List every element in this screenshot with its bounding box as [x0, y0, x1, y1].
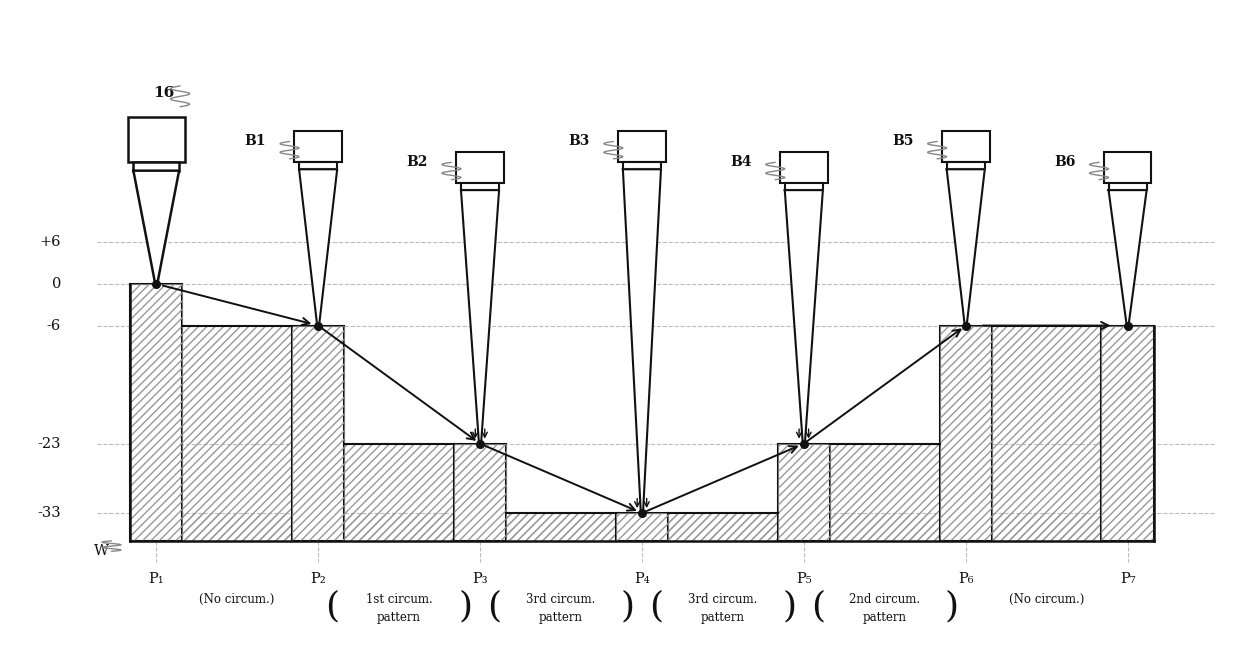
Bar	[291, 326, 345, 541]
Bar	[130, 284, 182, 541]
Text: +6: +6	[40, 235, 61, 249]
Bar	[1101, 326, 1153, 541]
Polygon shape	[134, 171, 179, 282]
Text: 0: 0	[52, 277, 61, 291]
Text: P₂: P₂	[310, 572, 326, 586]
Bar	[780, 152, 827, 183]
Text: P₇: P₇	[1120, 572, 1136, 586]
Text: B1: B1	[244, 134, 265, 148]
Bar	[1104, 152, 1152, 183]
Text: (No circum.): (No circum.)	[1009, 593, 1084, 606]
Text: ): )	[782, 589, 796, 624]
Bar	[130, 513, 1153, 541]
Bar	[777, 444, 830, 541]
Text: -6: -6	[47, 319, 61, 332]
Bar	[456, 152, 503, 183]
Text: B3: B3	[568, 134, 589, 148]
Bar	[777, 444, 830, 541]
Bar	[622, 162, 661, 170]
Bar	[294, 131, 342, 162]
Text: -33: -33	[37, 506, 61, 520]
Bar	[785, 183, 823, 190]
Bar	[942, 131, 990, 162]
Text: P₃: P₃	[472, 572, 487, 586]
Polygon shape	[622, 170, 661, 511]
Bar	[1109, 183, 1147, 190]
Bar	[616, 513, 668, 541]
Bar	[1101, 326, 1153, 541]
Text: P₁: P₁	[149, 572, 164, 586]
Text: (: (	[650, 589, 663, 624]
Bar	[830, 444, 940, 541]
Text: P₄: P₄	[634, 572, 650, 586]
Text: 1st circum.
pattern: 1st circum. pattern	[366, 593, 433, 624]
Text: P₅: P₅	[796, 572, 812, 586]
Bar	[182, 326, 291, 541]
Text: B2: B2	[407, 156, 428, 170]
Text: ): )	[459, 589, 472, 624]
Bar	[940, 326, 992, 541]
Bar	[454, 444, 506, 541]
Text: (: (	[487, 589, 501, 624]
Polygon shape	[461, 190, 498, 442]
Polygon shape	[785, 190, 823, 442]
Bar	[461, 183, 498, 190]
Polygon shape	[1109, 190, 1147, 323]
Text: 16: 16	[154, 86, 175, 100]
Text: (No circum.): (No circum.)	[200, 593, 275, 606]
Text: B5: B5	[892, 134, 914, 148]
Text: P₆: P₆	[959, 572, 973, 586]
Text: 3rd circum.
pattern: 3rd circum. pattern	[526, 593, 595, 624]
Bar	[616, 513, 668, 541]
Bar	[946, 162, 985, 170]
Polygon shape	[299, 170, 337, 323]
Bar	[940, 326, 992, 541]
Bar	[299, 162, 337, 170]
Text: -23: -23	[37, 437, 61, 451]
Text: B4: B4	[730, 156, 751, 170]
Text: ): )	[945, 589, 959, 624]
Bar	[618, 131, 666, 162]
Bar	[134, 162, 179, 171]
Polygon shape	[946, 170, 985, 323]
Text: ): )	[620, 589, 635, 624]
Text: 2nd circum.
pattern: 2nd circum. pattern	[849, 593, 920, 624]
Bar	[454, 444, 506, 541]
Text: (: (	[811, 589, 825, 624]
Bar	[130, 284, 182, 541]
Bar	[992, 326, 1101, 541]
Text: 3rd circum.
pattern: 3rd circum. pattern	[688, 593, 758, 624]
Text: B6: B6	[1054, 156, 1075, 170]
Text: (: (	[325, 589, 340, 624]
Bar	[668, 513, 777, 541]
Text: W: W	[94, 544, 109, 559]
Bar	[128, 117, 185, 162]
Bar	[506, 513, 616, 541]
Bar	[345, 444, 454, 541]
Bar	[291, 326, 345, 541]
